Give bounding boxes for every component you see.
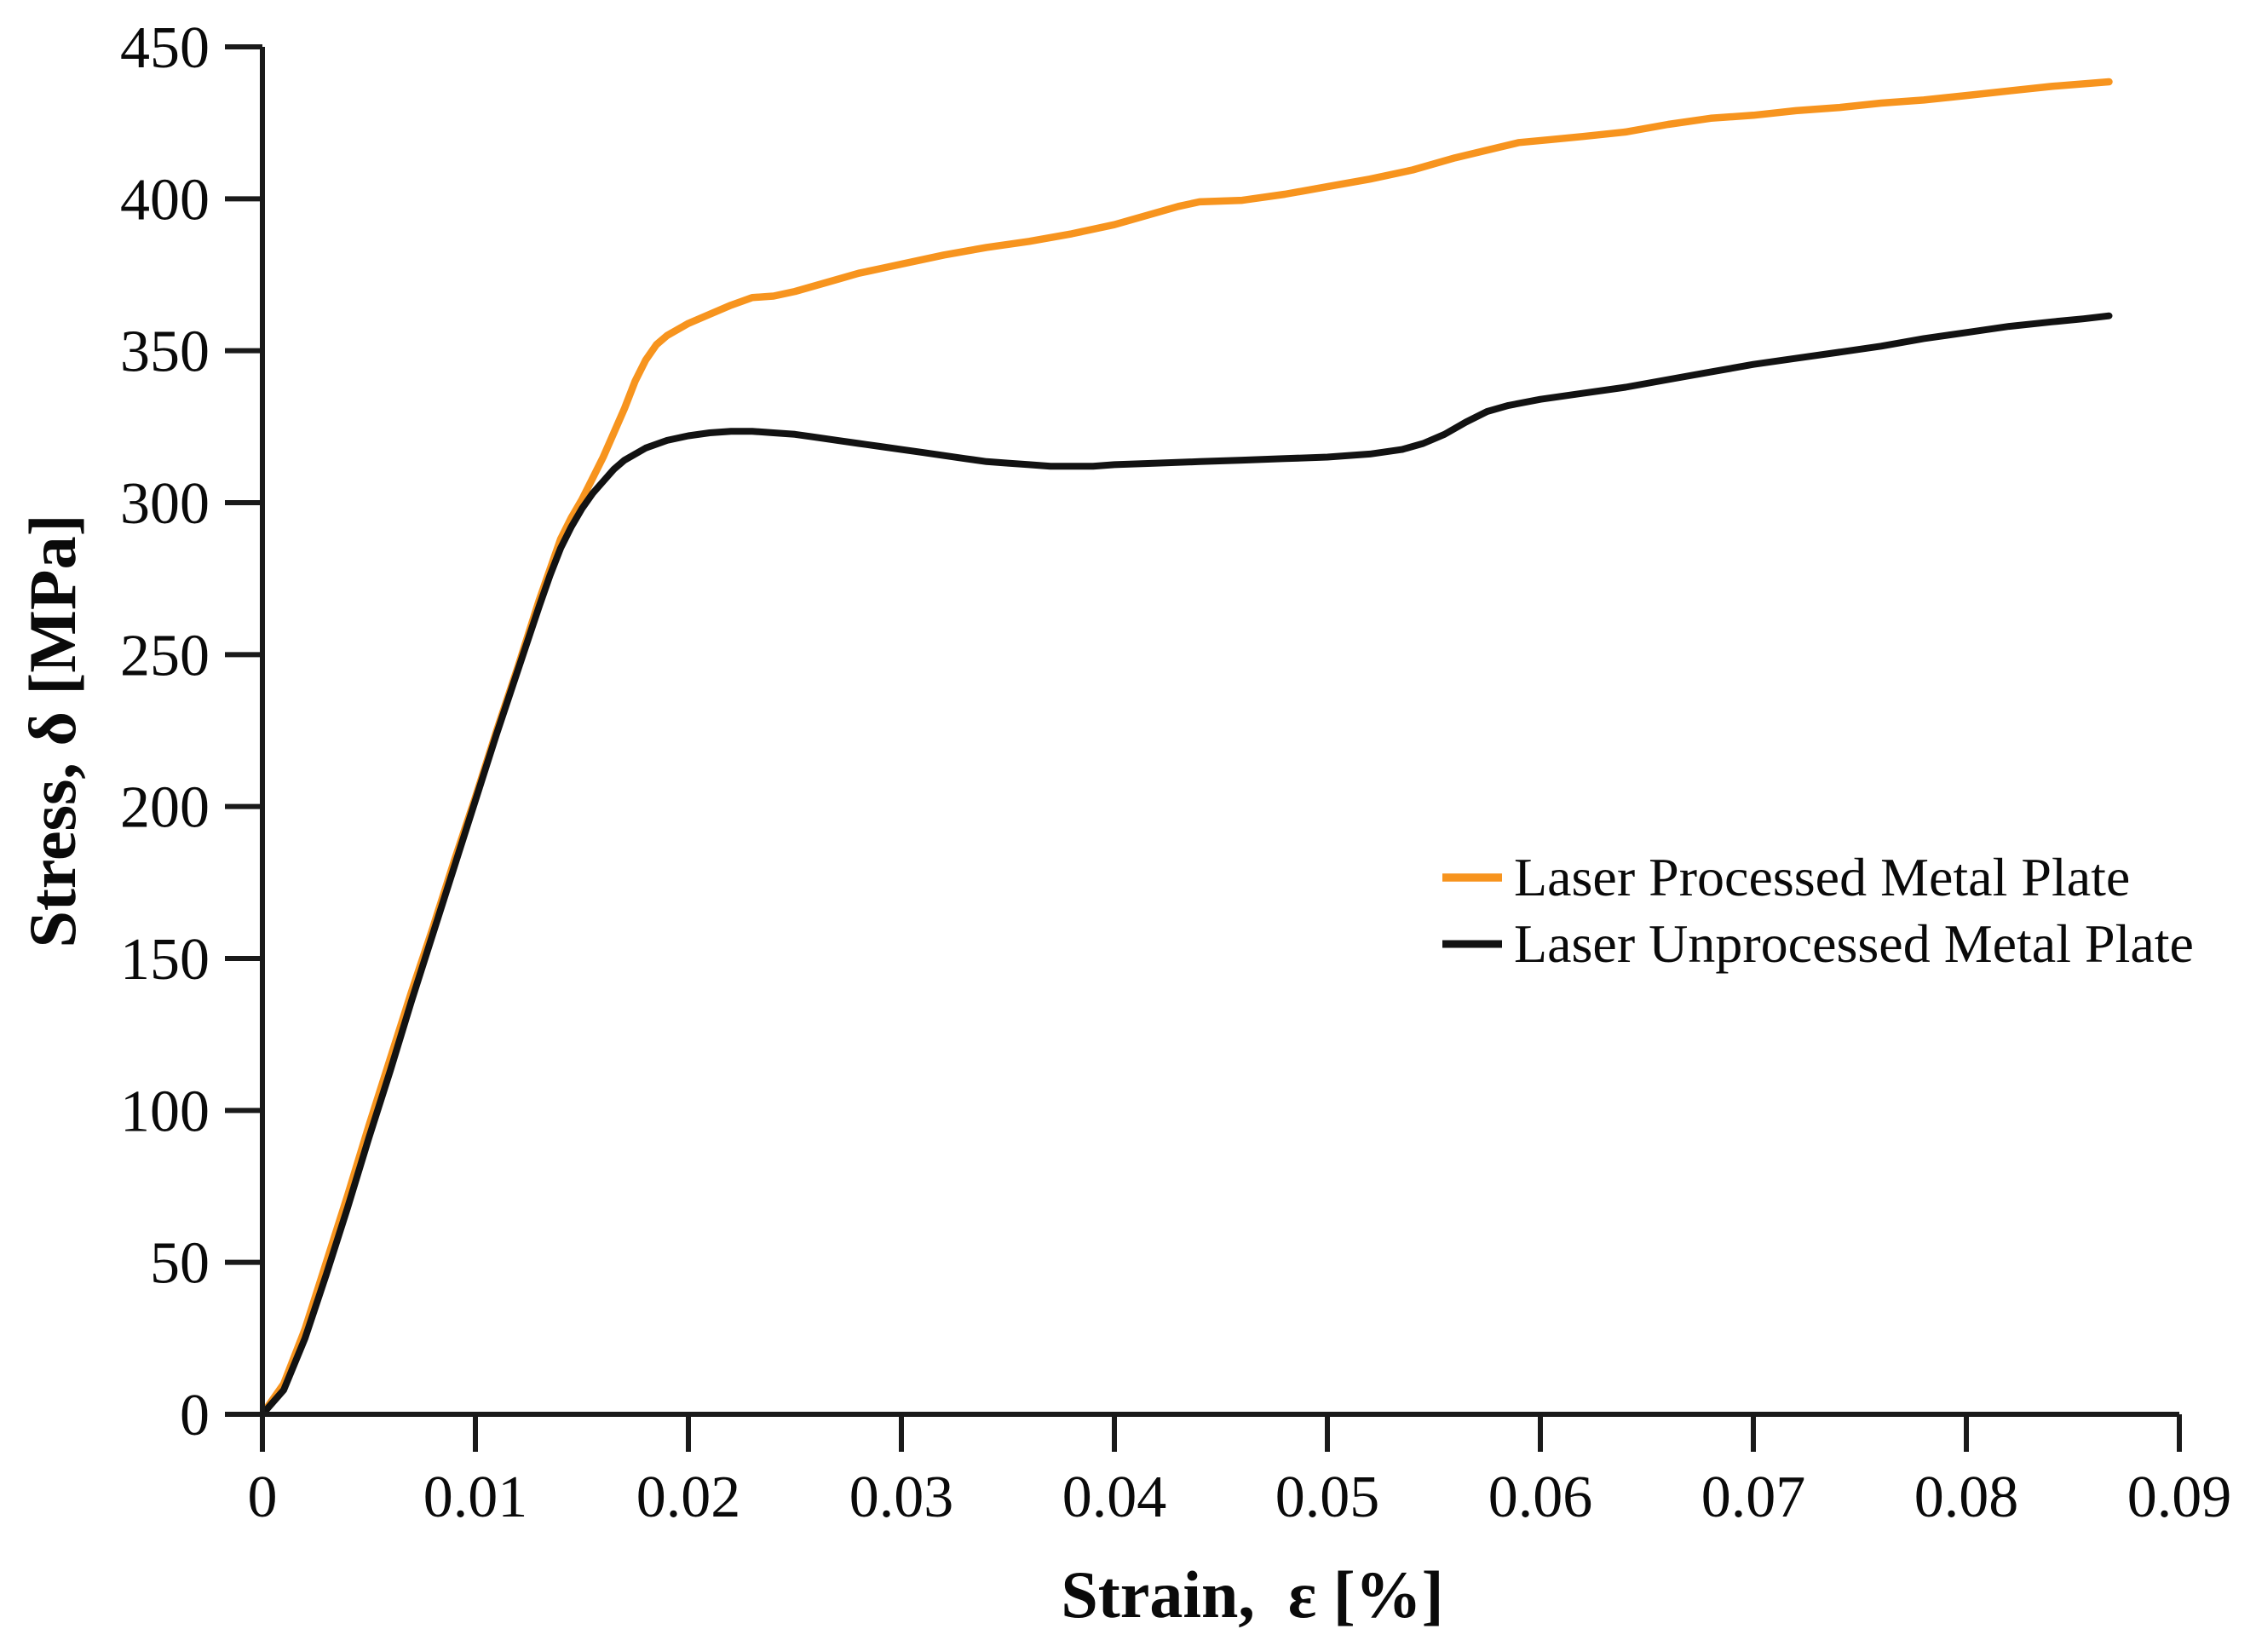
axis-lines bbox=[260, 47, 2179, 1417]
x-tick-label: 0 bbox=[248, 1465, 278, 1530]
legend-item: Laser Processed Metal Plate bbox=[1442, 847, 2130, 907]
x-tick-label: 0.03 bbox=[849, 1465, 954, 1530]
x-tick-label: 0.08 bbox=[1914, 1465, 2019, 1530]
x-tick-label: 0.06 bbox=[1488, 1465, 1593, 1530]
y-tick-label: 150 bbox=[120, 927, 210, 993]
series-line-laser-processed bbox=[258, 78, 2113, 1419]
y-tick-label: 300 bbox=[120, 471, 210, 537]
tick-labels: 0 0.01 0.02 0.03 0.04 0.05 0.06 0.07 0.08 0.09 0 50… bbox=[120, 15, 2231, 1530]
y-tick-label: 0 bbox=[180, 1383, 210, 1448]
x-axis-title: Strain, ε [%] bbox=[1061, 1557, 1443, 1632]
x-tick-label: 0.05 bbox=[1275, 1465, 1380, 1530]
y-tick-label: 100 bbox=[120, 1079, 210, 1144]
legend-label: Laser Unprocessed Metal Plate bbox=[1514, 913, 2194, 974]
y-axis-title: Stress, δ [MPa] bbox=[15, 514, 89, 947]
tick-marks bbox=[225, 44, 2182, 1452]
series-line-laser-unprocessed bbox=[259, 312, 2113, 1418]
x-tick-label: 0.07 bbox=[1701, 1465, 1806, 1530]
y-tick-label: 250 bbox=[120, 623, 210, 688]
x-tick-label: 0.01 bbox=[423, 1465, 528, 1530]
y-tick-label: 50 bbox=[150, 1231, 210, 1297]
y-tick-label: 450 bbox=[120, 15, 210, 81]
y-tick-label: 200 bbox=[120, 775, 210, 841]
y-tick-label: 350 bbox=[120, 319, 210, 385]
series-curves bbox=[258, 78, 2113, 1419]
x-tick-label: 0.04 bbox=[1062, 1465, 1167, 1530]
legend-label: Laser Processed Metal Plate bbox=[1514, 847, 2130, 907]
y-tick-label: 400 bbox=[120, 167, 210, 233]
x-tick-label: 0.02 bbox=[636, 1465, 741, 1530]
legend-item: Laser Unprocessed Metal Plate bbox=[1442, 913, 2194, 974]
x-tick-label: 0.09 bbox=[2127, 1465, 2232, 1530]
axes bbox=[260, 47, 2179, 1417]
